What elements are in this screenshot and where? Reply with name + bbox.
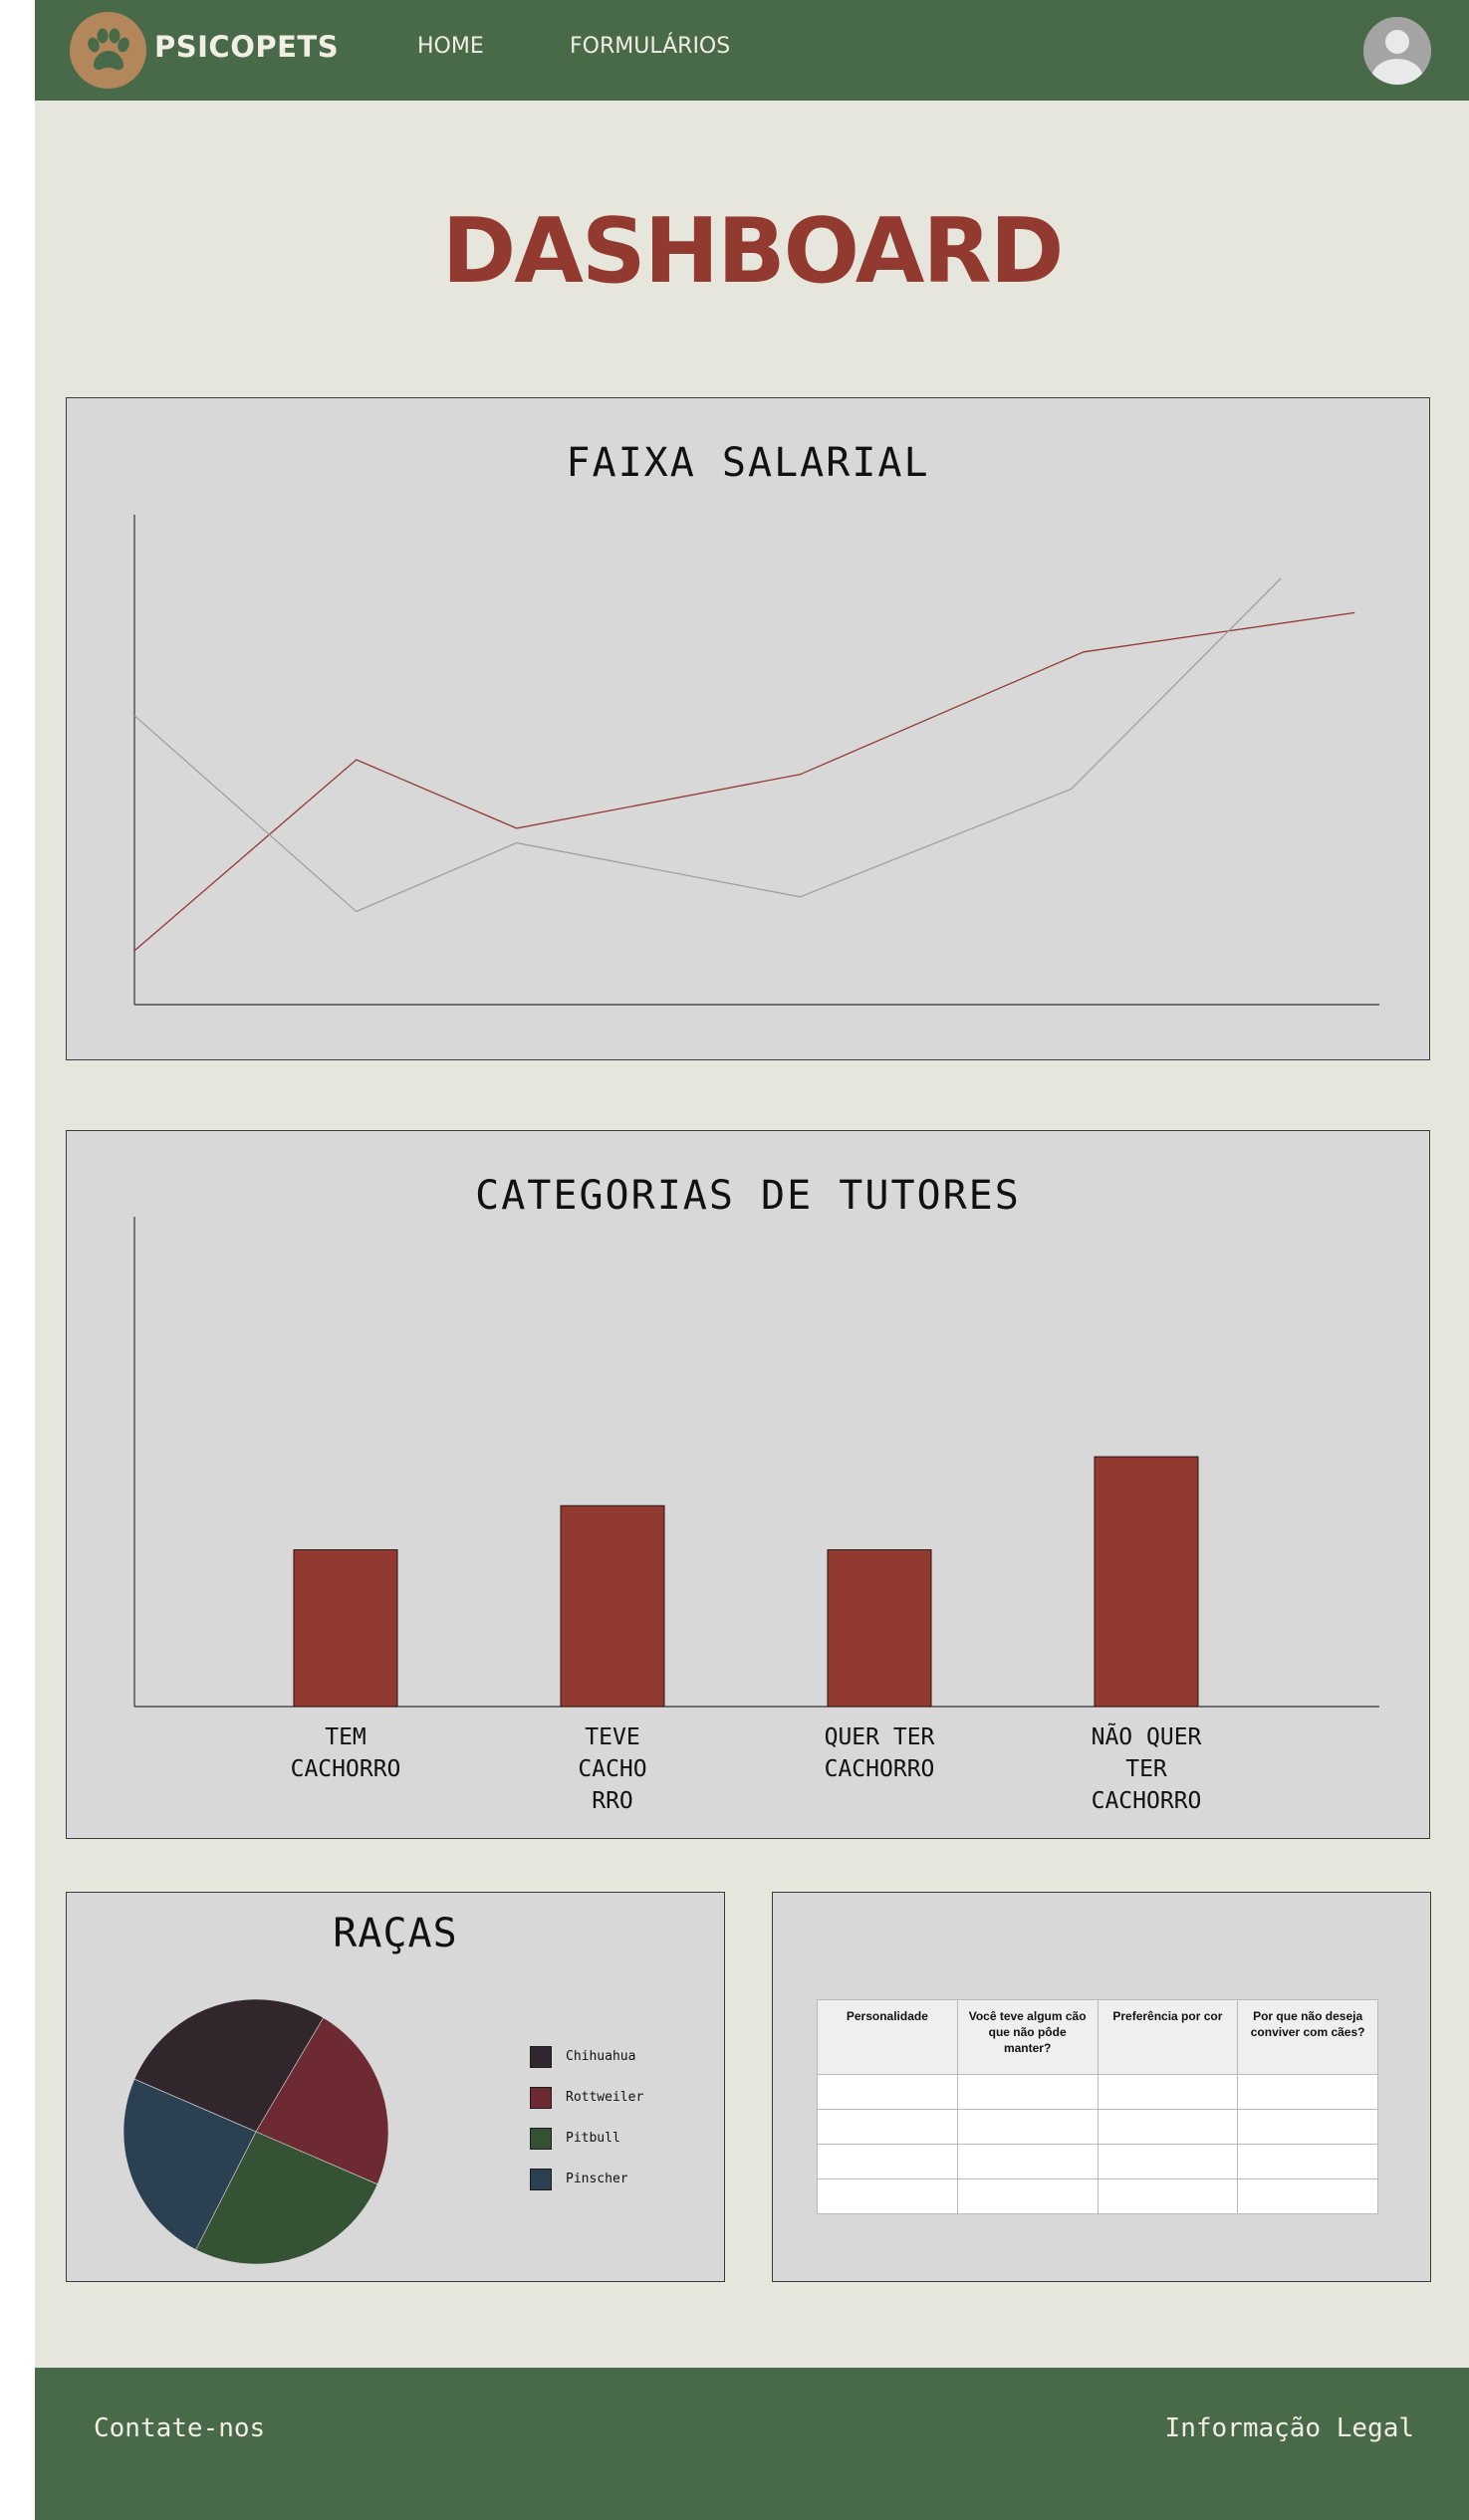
- legal-info-link[interactable]: Informação Legal: [1164, 2413, 1414, 2443]
- tutor-chart-title: CATEGORIAS DE TUTORES: [475, 1173, 1021, 1219]
- legend-label: Rottweiler: [566, 2090, 644, 2105]
- pie-slice-chihuahua: [133, 1998, 325, 2133]
- page-title: DASHBOARD: [441, 199, 1065, 304]
- line-series-1: [133, 611, 1355, 952]
- table-cell[interactable]: [1097, 2144, 1239, 2179]
- bar-category-label: TEVE CACHO RRO: [578, 1724, 647, 1814]
- header-bar: PSICOPETS HOME FORMULÁRIOS: [35, 0, 1469, 101]
- table-row: [817, 2074, 1378, 2110]
- salary-line-chart: [133, 515, 1379, 1006]
- table-cell[interactable]: [1097, 2178, 1239, 2214]
- paw-icon: [88, 28, 129, 71]
- breeds-pie-chart: [122, 1998, 389, 2265]
- bar-3: [827, 1549, 932, 1708]
- table-cell[interactable]: [956, 2144, 1099, 2179]
- bar-category-label: NÃO QUER TER CACHORRO: [1091, 1724, 1202, 1814]
- user-avatar[interactable]: [1363, 17, 1431, 85]
- table-cell[interactable]: [1237, 2144, 1378, 2179]
- bar-category-label: TEM CACHORRO: [290, 1724, 401, 1782]
- salary-chart-panel: FAIXA SALARIAL: [66, 397, 1430, 1060]
- bar-1: [293, 1549, 398, 1708]
- survey-table: Personalidade Você teve algum cão que nã…: [817, 1999, 1378, 2214]
- pie-slice-pinscher: [122, 2078, 257, 2250]
- column-header-preferencia-cor[interactable]: Preferência por cor: [1097, 1999, 1239, 2075]
- legend-swatch: [530, 2169, 552, 2190]
- table-cell[interactable]: [817, 2144, 958, 2179]
- table-cell[interactable]: [1097, 2074, 1239, 2110]
- page: PSICOPETS HOME FORMULÁRIOS DASHBOARD FAI…: [35, 0, 1469, 2520]
- pie-slice-rottweiler: [255, 2017, 389, 2185]
- table-row: [817, 2109, 1378, 2145]
- bar-4: [1094, 1456, 1199, 1708]
- legend-label: Chihuahua: [566, 2049, 636, 2064]
- salary-chart-title: FAIXA SALARIAL: [566, 440, 930, 486]
- line-series-2: [133, 577, 1282, 913]
- table-cell[interactable]: [817, 2074, 958, 2110]
- breeds-panel: RAÇAS Chihuahua Rottweiler Pitbull Pinscher: [66, 1892, 725, 2282]
- legend-swatch: [530, 2087, 552, 2109]
- table-row: [817, 2178, 1378, 2214]
- legend-swatch: [530, 2046, 552, 2068]
- bar-2: [560, 1504, 665, 1708]
- table-cell[interactable]: [956, 2178, 1099, 2214]
- breeds-chart-title: RAÇAS: [333, 1911, 458, 1956]
- tutor-bar-chart: [133, 1217, 1379, 1708]
- tutor-categories-panel: CATEGORIAS DE TUTORES TEM CACHORRO TEVE C…: [66, 1130, 1430, 1839]
- legend-label: Pitbull: [566, 2131, 620, 2146]
- table-cell[interactable]: [956, 2074, 1099, 2110]
- brand-name[interactable]: PSICOPETS: [154, 30, 340, 64]
- table-row: [817, 2144, 1378, 2179]
- column-header-cao-nao-manter[interactable]: Você teve algum cão que não pôde manter?: [956, 1999, 1099, 2075]
- table-cell[interactable]: [956, 2109, 1099, 2145]
- table-cell[interactable]: [817, 2178, 958, 2214]
- column-header-por-que-nao[interactable]: Por que não deseja conviver com cães?: [1237, 1999, 1378, 2075]
- footer: Contate-nos Informação Legal: [35, 2368, 1469, 2520]
- nav-home-link[interactable]: HOME: [417, 34, 484, 59]
- logo[interactable]: [70, 12, 146, 89]
- table-cell[interactable]: [1237, 2074, 1378, 2110]
- contact-link[interactable]: Contate-nos: [94, 2413, 266, 2443]
- table-cell[interactable]: [817, 2109, 958, 2145]
- survey-table-panel: Personalidade Você teve algum cão que nã…: [772, 1892, 1431, 2282]
- bar-category-label: QUER TER CACHORRO: [824, 1724, 935, 1782]
- table-header-row: Personalidade Você teve algum cão que nã…: [817, 1999, 1378, 2075]
- user-avatar-icon: [1363, 17, 1431, 85]
- legend-swatch: [530, 2128, 552, 2150]
- nav-formularios-link[interactable]: FORMULÁRIOS: [570, 34, 731, 59]
- column-header-personalidade[interactable]: Personalidade: [817, 1999, 958, 2075]
- legend-label: Pinscher: [566, 2172, 628, 2186]
- table-cell[interactable]: [1097, 2109, 1239, 2145]
- pie-slice-pitbull: [195, 2131, 378, 2265]
- table-cell[interactable]: [1237, 2178, 1378, 2214]
- table-cell[interactable]: [1237, 2109, 1378, 2145]
